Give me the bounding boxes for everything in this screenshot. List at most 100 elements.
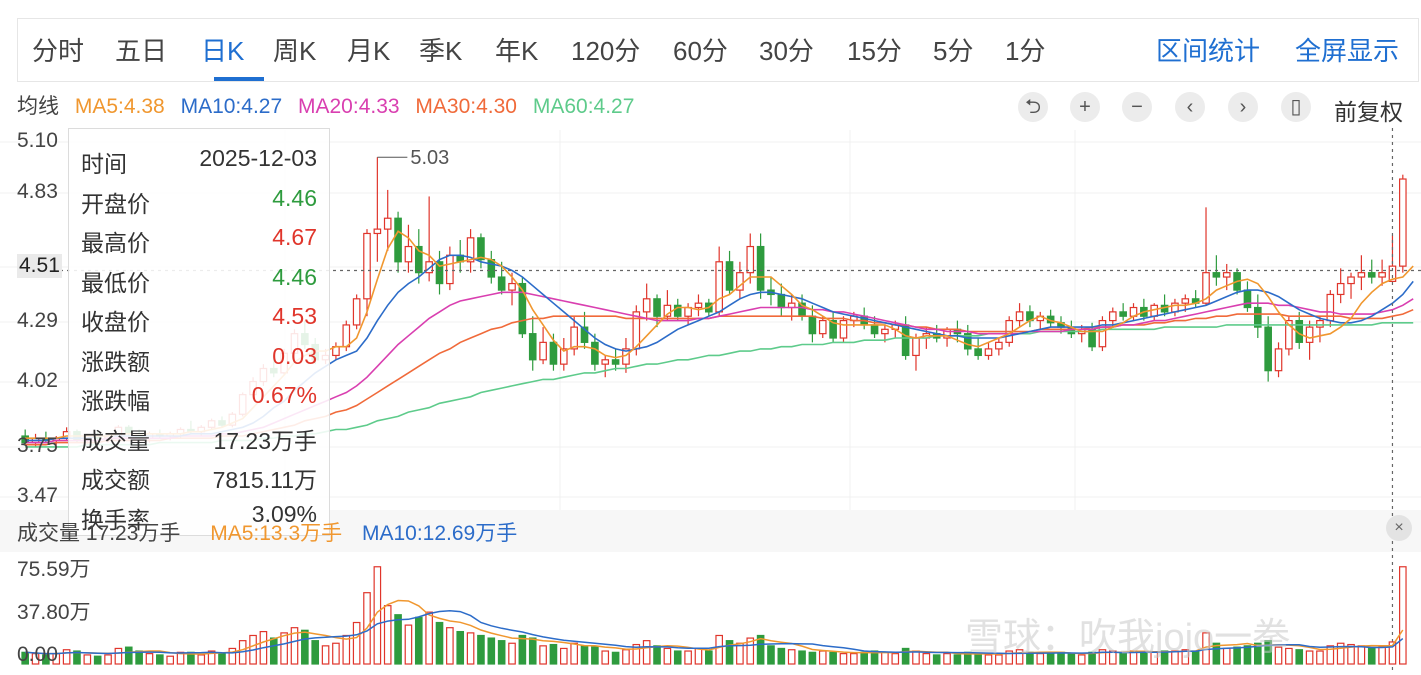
volume-bar: [725, 640, 734, 665]
tab-0[interactable]: 分时: [32, 36, 85, 66]
volume-bar: [528, 637, 537, 665]
volume-bar: [715, 634, 723, 665]
candle-body: [963, 333, 972, 350]
volume-bar: [477, 634, 485, 665]
volume-bar: [1015, 649, 1024, 665]
volume-ma10-label: MA10:12.69万手: [361, 522, 518, 545]
candle-body: [611, 359, 620, 365]
tab-3[interactable]: 周K: [273, 36, 317, 66]
volume-bar: [93, 655, 102, 665]
volume-bar: [601, 650, 610, 665]
volume-bar: [332, 642, 340, 665]
tab-4[interactable]: 月K: [347, 36, 391, 66]
candle-body: [746, 245, 755, 274]
volume-bar: [580, 645, 589, 665]
volume-bar: [1367, 647, 1376, 665]
tab-11[interactable]: 5分: [933, 36, 974, 66]
candle-body: [508, 282, 516, 291]
volume-bar: [673, 650, 682, 665]
tooltip-value: 4.53: [272, 303, 317, 329]
volume-bar: [787, 649, 796, 665]
tab-1[interactable]: 五日: [115, 36, 168, 66]
tooltip-value: 2025-12-03: [199, 145, 317, 171]
volume-bar: [1005, 650, 1014, 665]
volume-bar: [373, 566, 382, 665]
price-tick-label: 3.75: [17, 434, 58, 457]
volume-bar: [1233, 646, 1241, 665]
candle-body: [363, 232, 371, 300]
candle-body: [1212, 272, 1221, 278]
tooltip-value: 0.67%: [251, 382, 317, 408]
tooltip-key: 最高价: [81, 230, 150, 256]
candle-body: [1336, 282, 1345, 296]
tab-8[interactable]: 60分: [673, 36, 728, 66]
volume-bar: [518, 634, 527, 665]
volume-bar: [932, 654, 941, 665]
tab-2[interactable]: 日K: [201, 36, 245, 66]
tab-7[interactable]: 120分: [571, 36, 641, 66]
candle-body: [549, 341, 558, 365]
volume-bar: [632, 643, 641, 665]
volume-bar: [414, 616, 423, 665]
volume-bar: [1357, 645, 1366, 665]
volume-bar: [197, 654, 206, 665]
prev-icon[interactable]: ‹: [1175, 92, 1205, 122]
tooltip-row: 涨跌额 0.03: [81, 343, 317, 377]
candle-type-icon[interactable]: ▯: [1281, 92, 1311, 122]
tooltip-value: 7815.11万: [212, 467, 317, 493]
tab-10[interactable]: 15分: [847, 36, 902, 66]
volume-bar: [301, 629, 309, 665]
tooltip-row: 收盘价 4.53: [81, 303, 317, 337]
reset-icon[interactable]: ⮌: [1018, 92, 1048, 122]
candle-body: [1347, 276, 1355, 285]
tab-9[interactable]: 30分: [759, 36, 814, 66]
tooltip-key: 最低价: [81, 269, 150, 296]
volume-bar: [394, 614, 402, 665]
candle-body: [435, 261, 444, 285]
volume-bar: [1274, 646, 1283, 665]
tooltip-key: 收盘价: [81, 309, 150, 335]
interval-stats-link[interactable]: 区间统计: [1156, 36, 1261, 66]
ma30-label: MA30:4.30: [415, 95, 517, 118]
volume-bar: [922, 653, 931, 665]
volume-bar: [269, 637, 278, 665]
volume-bar: [1253, 642, 1262, 665]
adjust-mode-button[interactable]: 前复权: [1334, 99, 1403, 125]
tooltip-key: 涨跌额: [81, 348, 150, 375]
tooltip-row: 时间 2025-12-03: [81, 145, 317, 179]
zoom-in-icon[interactable]: +: [1070, 92, 1100, 122]
close-volume-icon[interactable]: ×: [1386, 515, 1412, 541]
candle-body: [829, 319, 837, 339]
volume-bar: [881, 651, 889, 665]
tab-6[interactable]: 年K: [495, 36, 539, 66]
volume-bar: [611, 651, 620, 665]
volume-bar: [756, 634, 765, 665]
volume-bar: [104, 654, 112, 665]
volume-bar: [311, 640, 320, 665]
volume-bar: [280, 632, 288, 665]
price-tick-label: 5.10: [17, 129, 58, 152]
price-tick-label: 4.51: [17, 254, 62, 278]
volume-bar: [156, 654, 164, 665]
next-icon[interactable]: ›: [1228, 92, 1258, 122]
candle-body: [684, 306, 692, 317]
volume-bar: [1295, 649, 1304, 665]
candle-body: [1388, 265, 1397, 282]
candle-body: [1181, 298, 1190, 304]
candle-body: [570, 326, 578, 350]
volume-bar: [808, 651, 817, 665]
fullscreen-link[interactable]: 全屏显示: [1295, 36, 1400, 66]
candle-body: [559, 348, 568, 365]
volume-legend: 成交量 17.23万手 MA5:13.3万手 MA10:12.69万手: [17, 517, 517, 547]
volume-bar: [559, 647, 568, 665]
tooltip-value: 0.03: [272, 342, 317, 369]
tab-12[interactable]: 1分: [1005, 36, 1046, 66]
tab-5[interactable]: 季K: [419, 36, 463, 66]
volume-bar: [42, 654, 50, 665]
volume-bar: [383, 605, 392, 665]
zoom-out-icon[interactable]: −: [1122, 92, 1152, 122]
volume-bar: [290, 627, 299, 665]
candle-body: [974, 348, 982, 357]
tooltip-value: 3.09%: [251, 500, 317, 527]
volume-bar: [943, 653, 951, 665]
